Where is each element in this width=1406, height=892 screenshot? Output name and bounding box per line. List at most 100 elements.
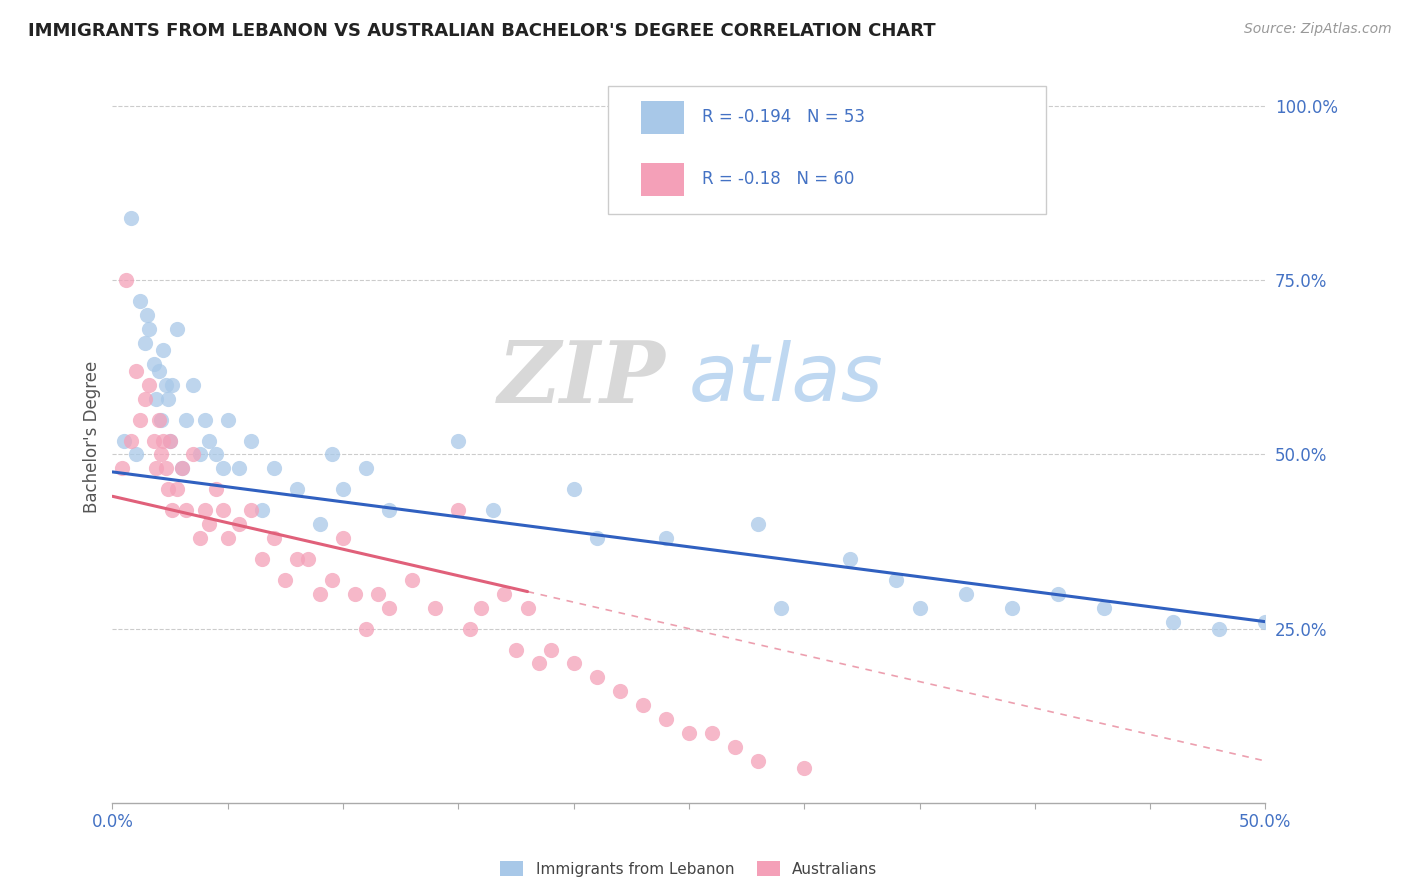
Point (162, 503, 184, 517)
Point (198, 517, 221, 532)
Point (188, 448, 211, 462)
Point (159, 434, 181, 448)
Point (170, 461, 193, 475)
Point (631, 698, 654, 713)
Point (447, 434, 470, 448)
Point (378, 600, 401, 615)
FancyBboxPatch shape (609, 86, 1046, 214)
Text: ZIP: ZIP (498, 337, 666, 420)
Point (747, 754, 769, 768)
Point (198, 434, 221, 448)
Point (166, 483, 188, 497)
Point (136, 308, 159, 322)
Bar (641, 101, 685, 134)
Point (228, 461, 250, 475)
Point (174, 412, 197, 426)
Legend: Immigrants from Lebanon, Australians: Immigrants from Lebanon, Australians (495, 855, 883, 883)
Point (770, 600, 793, 615)
Point (425, 600, 447, 615)
Point (143, 434, 166, 448)
Point (700, 726, 723, 740)
Point (252, 503, 274, 517)
Point (148, 412, 170, 426)
Point (332, 483, 354, 497)
Point (354, 622, 377, 636)
Bar (641, 162, 685, 195)
Point (1046, 587, 1069, 601)
Point (908, 600, 931, 615)
Point (274, 573, 297, 587)
Point (401, 573, 423, 587)
Point (212, 503, 235, 517)
Point (143, 357, 166, 371)
Point (111, 461, 134, 475)
Point (155, 461, 177, 475)
Point (839, 552, 862, 566)
Point (194, 412, 217, 426)
Point (188, 531, 211, 545)
Point (1208, 622, 1230, 636)
Point (156, 392, 179, 406)
Point (120, 434, 142, 448)
Text: R = -0.194   N = 53: R = -0.194 N = 53 (702, 108, 865, 126)
Text: atlas: atlas (689, 340, 884, 417)
Point (115, 273, 138, 287)
Point (152, 343, 174, 357)
Point (263, 531, 285, 545)
Y-axis label: Bachelor's Degree: Bachelor's Degree (83, 361, 101, 513)
Point (321, 448, 343, 462)
Point (470, 600, 492, 615)
Point (120, 211, 142, 225)
Point (1092, 600, 1115, 615)
Point (145, 461, 167, 475)
Point (170, 461, 193, 475)
Point (482, 503, 505, 517)
Point (239, 503, 262, 517)
Point (562, 483, 585, 497)
Point (321, 573, 343, 587)
Point (217, 531, 239, 545)
Point (655, 712, 678, 726)
Point (152, 434, 174, 448)
Point (609, 684, 631, 698)
Point (263, 461, 285, 475)
Point (155, 377, 177, 392)
Point (166, 322, 188, 336)
Point (378, 503, 401, 517)
Point (174, 503, 197, 517)
Point (343, 587, 366, 601)
Point (309, 517, 332, 532)
Point (285, 552, 308, 566)
Point (1254, 615, 1277, 629)
Point (1161, 615, 1184, 629)
Point (1001, 600, 1024, 615)
Point (228, 517, 250, 532)
Point (149, 412, 172, 426)
Point (217, 412, 239, 426)
Point (285, 483, 308, 497)
Point (678, 726, 700, 740)
Point (124, 448, 146, 462)
Point (205, 448, 228, 462)
Point (129, 412, 152, 426)
Point (955, 587, 977, 601)
Text: IMMIGRANTS FROM LEBANON VS AUSTRALIAN BACHELOR'S DEGREE CORRELATION CHART: IMMIGRANTS FROM LEBANON VS AUSTRALIAN BA… (28, 22, 936, 40)
Text: R = -0.18   N = 60: R = -0.18 N = 60 (702, 170, 853, 188)
Point (194, 503, 217, 517)
Point (129, 294, 152, 309)
Point (747, 517, 769, 532)
Point (447, 503, 470, 517)
Point (793, 761, 815, 775)
Point (458, 622, 481, 636)
Text: Source: ZipAtlas.com: Source: ZipAtlas.com (1244, 22, 1392, 37)
Point (148, 364, 170, 378)
Point (562, 657, 585, 671)
Point (156, 483, 179, 497)
Point (252, 552, 274, 566)
Point (527, 657, 550, 671)
Point (367, 587, 389, 601)
Point (205, 483, 228, 497)
Point (585, 531, 607, 545)
Point (181, 448, 204, 462)
Point (181, 377, 204, 392)
